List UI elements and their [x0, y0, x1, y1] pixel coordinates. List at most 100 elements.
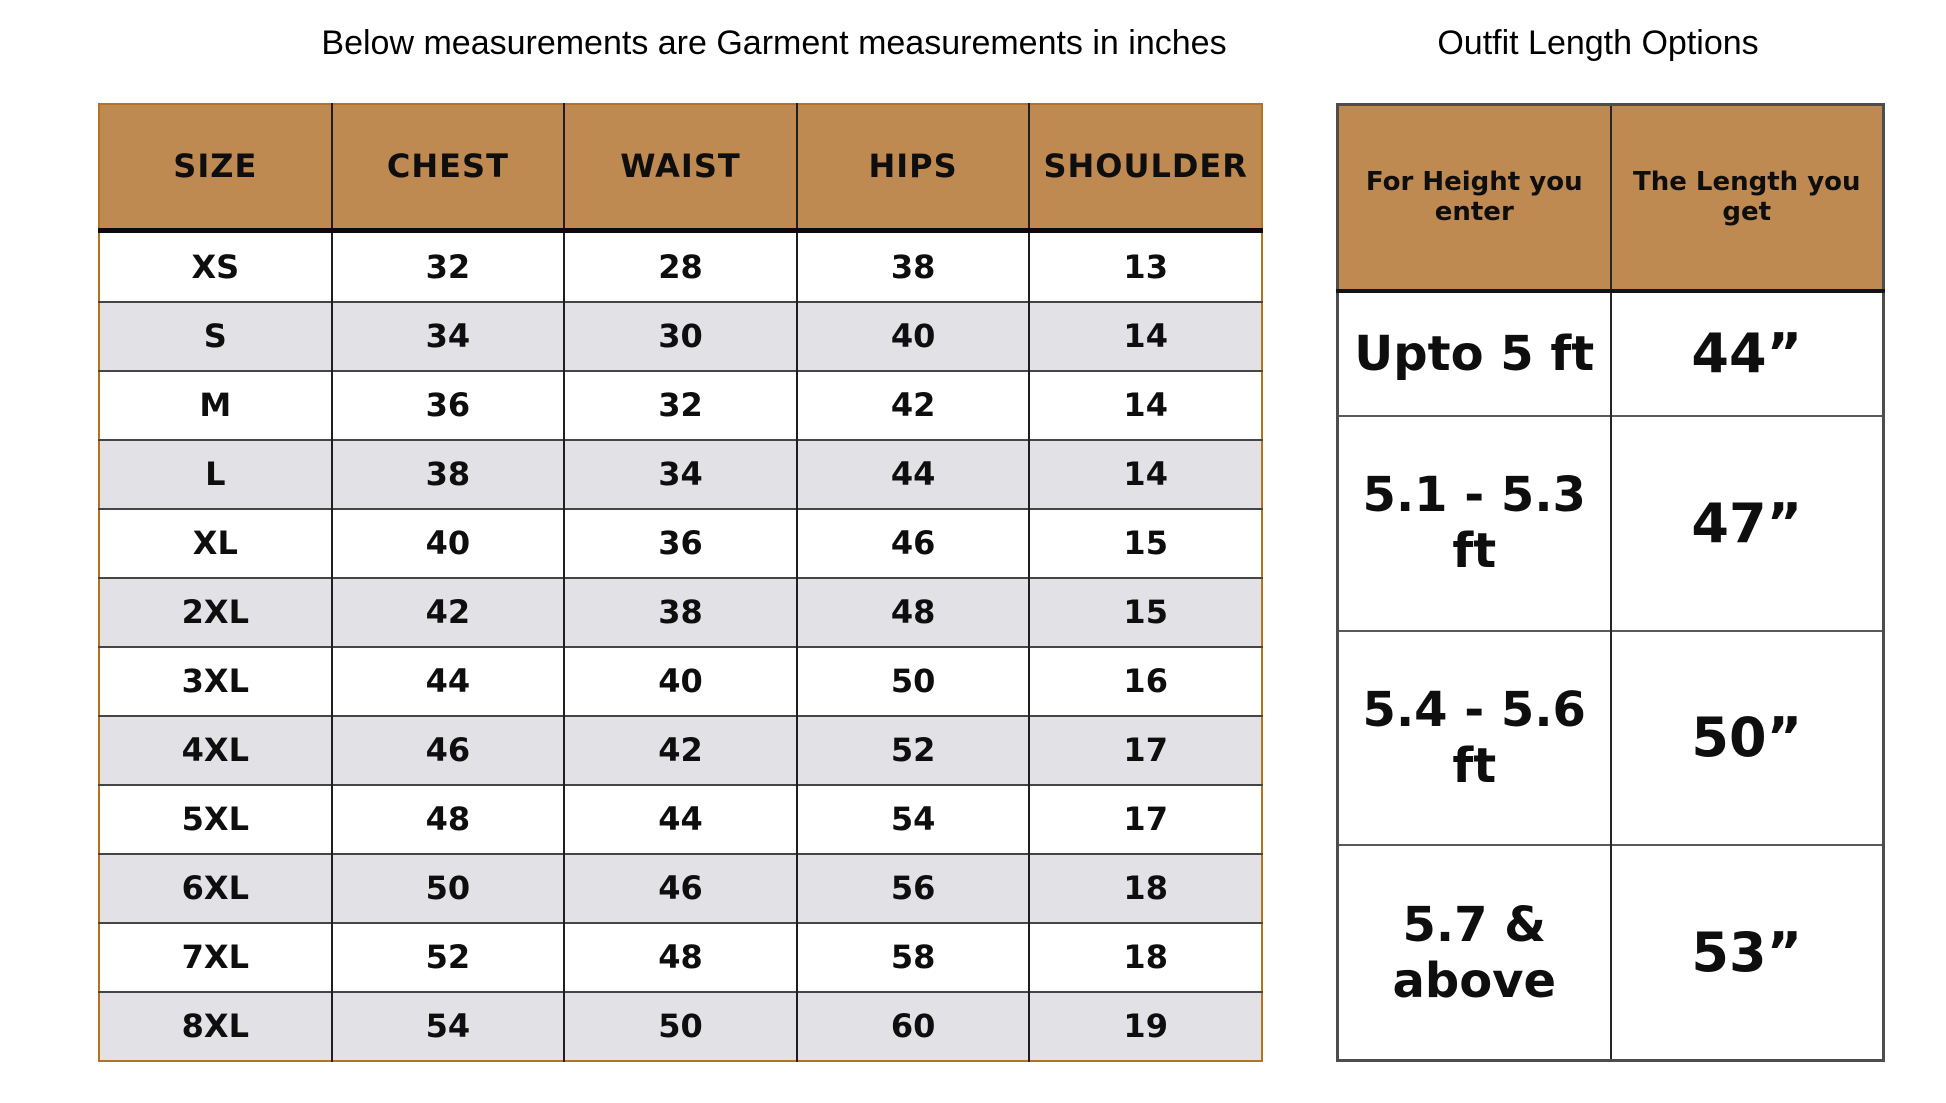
- column-header-height-range: For Height you enter: [1337, 104, 1611, 293]
- chest-cell: 54: [330, 990, 565, 1061]
- column-header-shoulder: SHOULDER: [1028, 104, 1262, 233]
- hips-cell: 46: [795, 507, 1030, 578]
- table-row: 4XL 46 42 52 17: [99, 714, 1262, 785]
- shoulder-cell: 18: [1028, 852, 1262, 923]
- waist-cell: 36: [563, 507, 797, 578]
- hips-cell: 52: [795, 714, 1030, 785]
- table-row: XL 40 36 46 15: [99, 507, 1262, 578]
- hips-cell: 42: [795, 369, 1030, 440]
- table-row: 3XL 44 40 50 16: [99, 645, 1262, 716]
- table-row: 7XL 52 48 58 18: [99, 921, 1262, 992]
- waist-cell: 42: [563, 714, 797, 785]
- height-range-cell: Upto 5 ft: [1354, 325, 1595, 382]
- shoulder-cell: 14: [1028, 300, 1262, 371]
- height-range-cell: 5.1 - 5.3 ft: [1337, 415, 1611, 631]
- chest-cell: 48: [330, 783, 565, 854]
- length-options-header-row: For Height you enter The Length you get: [1337, 104, 1884, 293]
- chest-cell: 40: [330, 507, 565, 578]
- shoulder-cell: 17: [1028, 714, 1262, 785]
- length-options-body: Upto 5 ft 44” 5.1 - 5.3 ft 47” 5.4 - 5.6 ft 5…: [1337, 290, 1884, 1061]
- hips-cell: 50: [795, 645, 1030, 716]
- shoulder-cell: 13: [1028, 230, 1262, 302]
- size-cell: 3XL: [99, 645, 332, 716]
- size-cell: S: [99, 300, 332, 371]
- chest-cell: 42: [330, 576, 565, 647]
- shoulder-cell: 18: [1028, 921, 1262, 992]
- waist-cell: 38: [563, 576, 797, 647]
- chest-cell: 34: [330, 300, 565, 371]
- hips-cell: 56: [795, 852, 1030, 923]
- garment-measurements-title: Below measurements are Garment measureme…: [321, 24, 1227, 62]
- chest-cell: 32: [330, 230, 565, 302]
- size-cell: M: [99, 369, 332, 440]
- column-header-chest: CHEST: [330, 104, 565, 233]
- length-options-table: For Height you enter The Length you get …: [1336, 103, 1885, 1062]
- waist-cell: 48: [563, 921, 797, 992]
- shoulder-cell: 15: [1028, 507, 1262, 578]
- hips-cell: 54: [795, 783, 1030, 854]
- chest-cell: 36: [330, 369, 565, 440]
- waist-cell: 46: [563, 852, 797, 923]
- size-cell: 8XL: [99, 990, 332, 1061]
- chest-cell: 50: [330, 852, 565, 923]
- table-row: 5XL 48 44 54 17: [99, 783, 1262, 854]
- chest-cell: 44: [330, 645, 565, 716]
- table-row: S 34 30 40 14: [99, 300, 1262, 371]
- size-chart-table: SIZE CHEST WAIST HIPS SHOULDER XS 32 28 38 1…: [98, 103, 1263, 1062]
- table-row: M 36 32 42 14: [99, 369, 1262, 440]
- height-range-cell: 5.4 - 5.6 ft: [1337, 629, 1611, 846]
- size-chart-header-row: SIZE CHEST WAIST HIPS SHOULDER: [99, 104, 1262, 233]
- shoulder-cell: 16: [1028, 645, 1262, 716]
- table-row: 6XL 50 46 56 18: [99, 852, 1262, 923]
- size-cell: 2XL: [99, 576, 332, 647]
- table-row: 5.4 - 5.6 ft 50”: [1337, 629, 1884, 846]
- column-header-waist: WAIST: [563, 104, 797, 233]
- hips-cell: 60: [795, 990, 1030, 1061]
- table-row: 8XL 54 50 60 19: [99, 990, 1262, 1061]
- size-cell: L: [99, 438, 332, 509]
- column-header-hips: HIPS: [795, 104, 1030, 233]
- size-cell: 5XL: [99, 783, 332, 854]
- hips-cell: 48: [795, 576, 1030, 647]
- chest-cell: 38: [330, 438, 565, 509]
- column-header-size: SIZE: [99, 104, 332, 233]
- table-row: XS 32 28 38 13: [99, 230, 1262, 302]
- height-range-cell: 5.7 & above: [1337, 844, 1611, 1061]
- waist-cell: 32: [563, 369, 797, 440]
- length-cell: 53”: [1609, 844, 1884, 1061]
- shoulder-cell: 17: [1028, 783, 1262, 854]
- shoulder-cell: 15: [1028, 576, 1262, 647]
- waist-cell: 28: [563, 230, 797, 302]
- chest-cell: 46: [330, 714, 565, 785]
- waist-cell: 44: [563, 783, 797, 854]
- table-row: L 38 34 44 14: [99, 438, 1262, 509]
- waist-cell: 34: [563, 438, 797, 509]
- hips-cell: 38: [795, 230, 1030, 302]
- size-cell: 4XL: [99, 714, 332, 785]
- length-cell: 47”: [1609, 415, 1884, 631]
- size-cell: 6XL: [99, 852, 332, 923]
- table-row: 2XL 42 38 48 15: [99, 576, 1262, 647]
- column-header-length: The Length you get: [1609, 104, 1884, 293]
- table-row: 5.7 & above 53”: [1337, 844, 1884, 1061]
- hips-cell: 58: [795, 921, 1030, 992]
- table-row: 5.1 - 5.3 ft 47”: [1337, 415, 1884, 631]
- size-cell: XS: [191, 247, 240, 286]
- chest-cell: 52: [330, 921, 565, 992]
- outfit-length-title: Outfit Length Options: [1437, 24, 1759, 62]
- length-cell: 44”: [1609, 290, 1884, 417]
- waist-cell: 50: [563, 990, 797, 1061]
- size-cell: XL: [99, 507, 332, 578]
- length-cell: 50”: [1609, 629, 1884, 846]
- table-row: Upto 5 ft 44”: [1338, 290, 1884, 417]
- shoulder-cell: 19: [1028, 990, 1262, 1061]
- shoulder-cell: 14: [1028, 438, 1262, 509]
- shoulder-cell: 14: [1028, 369, 1262, 440]
- hips-cell: 40: [795, 300, 1030, 371]
- size-cell: 7XL: [99, 921, 332, 992]
- hips-cell: 44: [795, 438, 1030, 509]
- size-chart-body: XS 32 28 38 13 S 34 30 40 14 M 36 32 42 14 L 38 34 44 14 XL 4…: [99, 230, 1262, 1061]
- waist-cell: 40: [563, 645, 797, 716]
- waist-cell: 30: [563, 300, 797, 371]
